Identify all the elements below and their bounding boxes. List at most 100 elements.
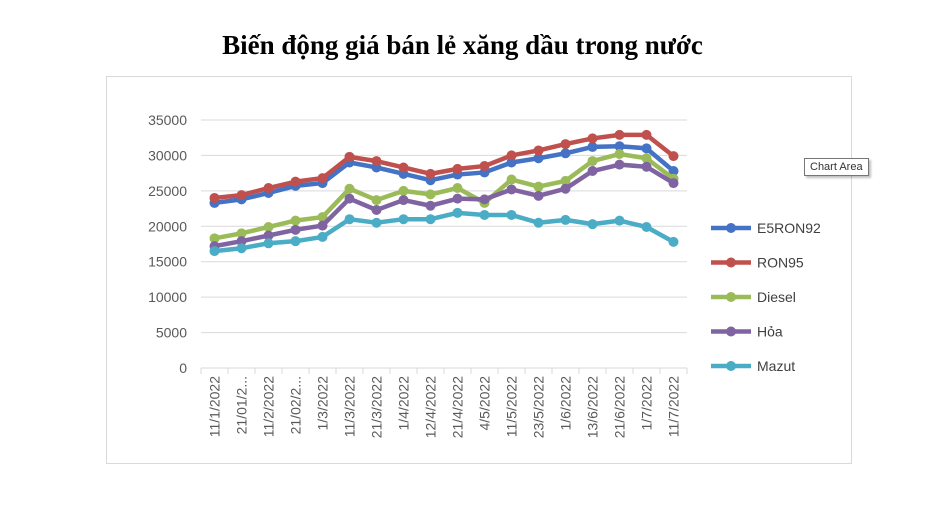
data-point	[371, 217, 382, 228]
data-point	[641, 221, 652, 232]
legend-label: Hỏa	[757, 324, 783, 340]
x-tick-label: 11/3/2022	[342, 376, 358, 437]
legend-label: Mazut	[757, 358, 795, 374]
chart-area-tooltip: Chart Area	[804, 158, 869, 176]
data-point	[344, 214, 355, 225]
series-hỏa	[209, 159, 679, 252]
data-point	[614, 149, 625, 160]
data-point	[668, 151, 679, 162]
x-tick-label: 11/7/2022	[666, 376, 682, 437]
data-point	[290, 236, 301, 247]
chart-title: Biến động giá bán lẻ xăng dầu trong nước	[222, 30, 703, 60]
data-point	[641, 143, 652, 154]
data-point	[506, 157, 517, 168]
data-point	[587, 133, 598, 144]
x-tick-label: 1/3/2022	[315, 376, 331, 431]
x-tick-label: 13/6/2022	[585, 376, 601, 438]
data-point	[560, 175, 571, 186]
data-point	[263, 183, 274, 194]
data-point	[290, 215, 301, 226]
data-point	[452, 207, 463, 218]
x-tick-label: 1/4/2022	[396, 376, 412, 431]
x-tick-label: 21/4/2022	[450, 376, 466, 438]
data-point	[641, 161, 652, 172]
data-point	[236, 190, 247, 201]
y-tick-label: 25000	[148, 183, 187, 199]
data-point	[452, 183, 463, 194]
y-tick-label: 5000	[156, 325, 187, 341]
legend-item: RON95	[711, 255, 804, 271]
legend-item: Mazut	[711, 358, 795, 374]
data-point	[371, 195, 382, 206]
data-point	[479, 161, 490, 172]
data-point	[317, 231, 328, 242]
y-tick-label: 30000	[148, 147, 187, 163]
series-line	[212, 143, 676, 206]
data-point	[263, 221, 274, 232]
data-point	[236, 243, 247, 254]
x-tick-label: 12/4/2022	[423, 376, 439, 438]
data-point	[398, 214, 409, 225]
data-point	[560, 148, 571, 159]
data-point	[344, 183, 355, 194]
data-point	[236, 236, 247, 247]
data-point	[641, 153, 652, 164]
data-point	[587, 141, 598, 152]
series-diesel	[209, 149, 679, 244]
legend-item: E5RON92	[711, 220, 821, 236]
data-point	[479, 194, 490, 205]
data-point	[425, 200, 436, 211]
legend-label: E5RON92	[757, 220, 821, 236]
data-point	[344, 151, 355, 162]
data-point	[290, 176, 301, 187]
legend-marker	[726, 292, 736, 302]
series-mazut	[209, 207, 679, 257]
legend-label: Diesel	[757, 289, 796, 305]
data-point	[614, 215, 625, 226]
data-point	[371, 156, 382, 167]
data-point	[236, 228, 247, 239]
data-point	[587, 166, 598, 177]
data-point	[641, 129, 652, 140]
x-tick-label: 21/6/2022	[612, 376, 628, 438]
data-point	[425, 214, 436, 225]
x-tick-label: 11/5/2022	[504, 376, 520, 437]
data-point	[425, 168, 436, 179]
data-point	[587, 156, 598, 167]
data-point	[209, 192, 220, 203]
y-tick-label: 35000	[148, 112, 187, 128]
x-tick-label: 21/01/2...	[234, 376, 250, 434]
data-point	[398, 195, 409, 206]
data-point	[668, 236, 679, 247]
x-tick-label: 1/7/2022	[639, 376, 655, 431]
legend-marker	[726, 257, 736, 268]
data-point	[425, 189, 436, 200]
x-tick-label: 23/5/2022	[531, 376, 547, 438]
data-point	[533, 153, 544, 164]
y-tick-label: 15000	[148, 254, 187, 270]
data-point	[614, 159, 625, 170]
legend-label: RON95	[757, 255, 804, 271]
data-point	[668, 178, 679, 189]
data-point	[371, 204, 382, 215]
data-point	[506, 174, 517, 185]
y-tick-label: 0	[179, 360, 187, 376]
data-point	[398, 162, 409, 173]
x-tick-label: 21/3/2022	[369, 376, 385, 438]
data-point	[533, 190, 544, 201]
data-point	[452, 163, 463, 174]
data-point	[533, 217, 544, 228]
chart-area[interactable]	[106, 76, 852, 464]
data-point	[209, 233, 220, 244]
data-point	[290, 224, 301, 235]
data-point	[317, 173, 328, 184]
x-tick-label: 21/02/2...	[288, 376, 304, 434]
data-point	[560, 139, 571, 150]
data-point	[344, 193, 355, 204]
legend-marker	[726, 326, 736, 337]
x-tick-label: 11/1/2022	[207, 376, 223, 437]
data-point	[263, 230, 274, 241]
data-point	[398, 185, 409, 196]
data-point	[506, 150, 517, 161]
